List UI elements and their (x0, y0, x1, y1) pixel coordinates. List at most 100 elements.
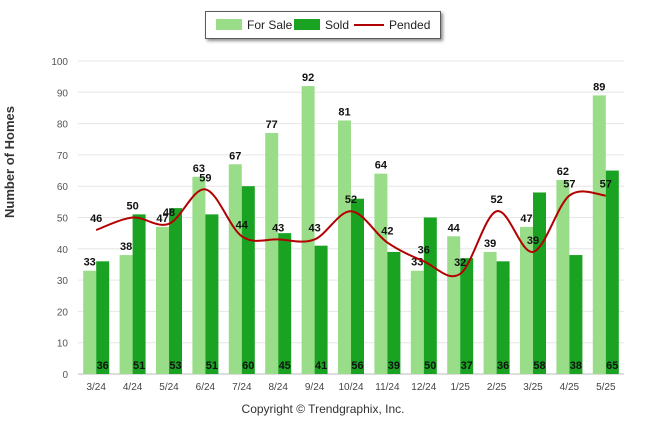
data-label-pended: 42 (381, 226, 393, 238)
data-label-sold: 60 (242, 360, 254, 372)
legend-swatch-pended (354, 24, 384, 26)
data-label-pended: 32 (454, 257, 466, 269)
x-tick-label: 2/25 (487, 382, 507, 393)
data-label-for-sale: 39 (484, 238, 496, 250)
data-label-sold: 58 (533, 360, 545, 372)
legend-label-sold: Sold (325, 18, 350, 32)
data-label-pended: 57 (563, 179, 575, 191)
x-tick-label: 12/24 (411, 382, 436, 393)
data-label-for-sale: 63 (193, 163, 205, 175)
bar-sold (351, 198, 364, 374)
x-tick-label: 4/25 (560, 382, 580, 393)
bar-sold (132, 214, 146, 374)
data-label-for-sale: 92 (302, 72, 314, 84)
data-label-sold: 56 (351, 360, 363, 372)
data-label-pended: 52 (345, 194, 357, 206)
bar-sold (460, 258, 474, 374)
bar-for-sale (520, 226, 533, 374)
y-tick-label: 70 (57, 151, 69, 162)
x-tick-label: 5/25 (596, 382, 616, 393)
data-label-for-sale: 81 (338, 106, 350, 118)
bar-for-sale (301, 86, 315, 374)
x-tick-label: 3/25 (523, 382, 543, 393)
data-label-sold: 41 (315, 360, 327, 372)
y-tick-label: 20 (57, 307, 69, 318)
data-label-pended: 43 (272, 222, 284, 234)
data-label-pended: 50 (126, 201, 138, 213)
bar-sold (96, 261, 110, 374)
bar-for-sale (192, 176, 206, 374)
data-label-sold: 50 (424, 360, 436, 372)
bar-sold (314, 245, 328, 374)
y-tick-label: 40 (57, 245, 69, 256)
x-tick-label: 8/24 (268, 382, 288, 393)
data-label-sold: 45 (279, 360, 291, 372)
data-label-for-sale: 38 (120, 241, 132, 253)
data-label-for-sale: 44 (448, 222, 461, 234)
copyright-text: Copyright © Trendgraphix, Inc. (241, 402, 405, 416)
data-label-sold: 51 (133, 360, 145, 372)
data-label-sold: 39 (388, 360, 400, 372)
data-label-sold: 53 (169, 360, 181, 372)
x-tick-label: 6/24 (196, 382, 216, 393)
bar-for-sale (410, 270, 424, 374)
bar-for-sale (556, 179, 570, 374)
bar-sold (423, 217, 437, 374)
data-label-sold: 65 (606, 360, 618, 372)
data-label-for-sale: 47 (156, 213, 168, 225)
y-tick-label: 10 (57, 339, 69, 350)
data-label-pended: 59 (199, 172, 211, 184)
x-tick-label: 3/24 (86, 382, 106, 393)
bar-sold (241, 186, 255, 374)
bar-for-sale (83, 270, 97, 374)
y-tick-label: 60 (57, 182, 69, 193)
legend-label-pended: Pended (389, 18, 431, 32)
data-label-pended: 57 (600, 179, 612, 191)
data-label-sold: 36 (497, 360, 509, 372)
data-label-pended: 46 (90, 213, 102, 225)
bar-for-sale (338, 120, 351, 374)
bar-sold (605, 170, 619, 374)
data-label-for-sale: 62 (557, 166, 569, 178)
bar-for-sale (119, 255, 133, 374)
data-label-for-sale: 64 (375, 160, 388, 172)
y-tick-label: 90 (57, 88, 69, 99)
bar-for-sale (156, 226, 169, 374)
y-axis-title: Number of Homes (2, 106, 17, 218)
bar-for-sale (447, 236, 461, 374)
bar-for-sale (374, 173, 388, 374)
data-label-pended: 43 (308, 222, 320, 234)
data-label-sold: 38 (570, 360, 582, 372)
y-tick-label: 100 (51, 57, 68, 68)
bar-for-sale (265, 132, 279, 374)
data-label-sold: 51 (206, 360, 218, 372)
legend-item-sold: Sold (294, 18, 349, 32)
data-label-for-sale: 77 (266, 119, 278, 131)
bar-sold (169, 208, 182, 374)
legend-item-pended: Pended (354, 18, 430, 32)
x-tick-label: 9/24 (305, 382, 325, 393)
bar-sold (569, 255, 583, 374)
bar-for-sale (228, 164, 242, 374)
bar-sold (387, 251, 401, 374)
data-label-pended: 52 (490, 194, 502, 206)
legend-label-for-sale: For Sale (247, 18, 293, 32)
bar-sold (278, 233, 292, 374)
legend: For Sale Sold Pended (205, 11, 441, 39)
y-tick-label: 50 (57, 214, 69, 225)
x-tick-label: 5/24 (159, 382, 179, 393)
legend-swatch-for-sale (216, 19, 242, 30)
data-label-pended: 48 (163, 207, 175, 219)
x-tick-label: 10/24 (338, 382, 363, 393)
data-label-pended: 36 (418, 244, 430, 256)
data-label-pended: 44 (236, 219, 249, 231)
pended-line (95, 188, 606, 278)
data-label-pended: 39 (527, 235, 539, 247)
data-label-for-sale: 89 (593, 81, 605, 93)
bar-sold (496, 261, 510, 374)
bar-for-sale (483, 251, 497, 374)
bar-for-sale (592, 95, 606, 375)
data-label-for-sale: 47 (520, 213, 532, 225)
y-tick-label: 0 (62, 370, 68, 381)
